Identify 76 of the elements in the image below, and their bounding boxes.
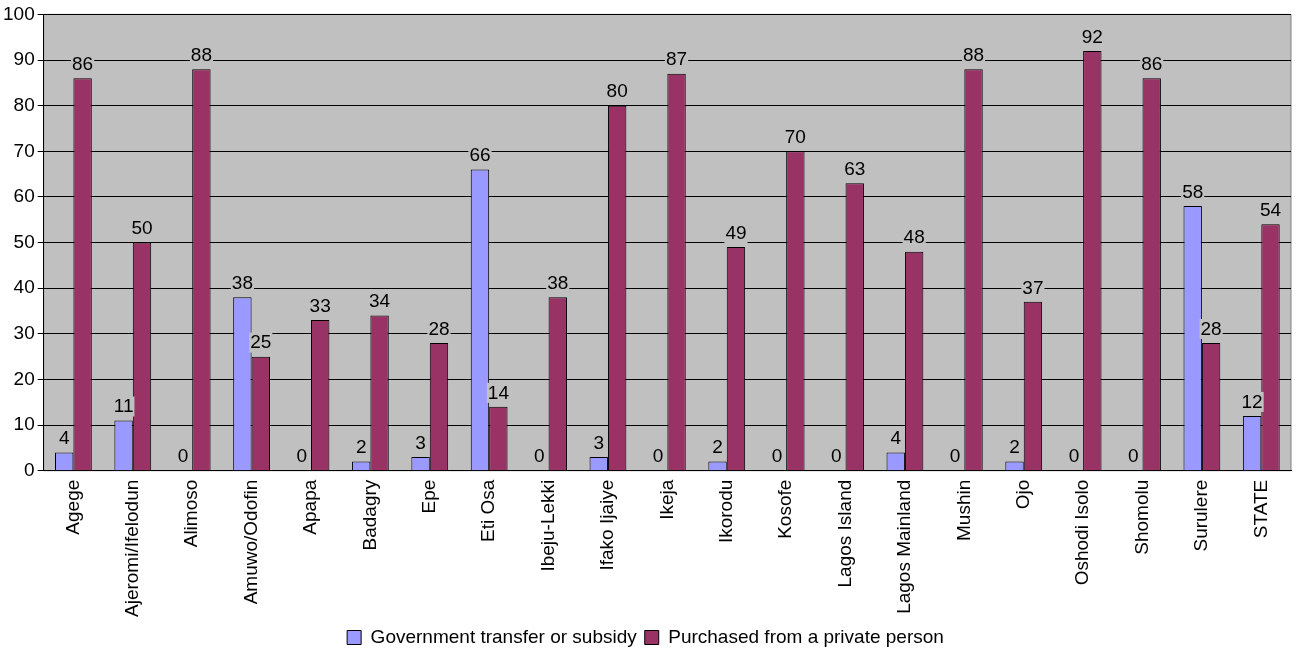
data-label: 66: [469, 144, 491, 166]
data-label: 14: [487, 381, 510, 403]
data-label: 2: [1009, 436, 1020, 458]
x-tick-label: Ifako Ijaiye: [596, 479, 618, 571]
data-label: 28: [428, 317, 450, 339]
legend-label: Government transfer or subsidy: [370, 625, 638, 647]
x-tick-label: Amuwo/Odofin: [239, 479, 261, 605]
data-label: 92: [1081, 25, 1103, 47]
data-label: 54: [1259, 199, 1282, 221]
x-tick-label: Oshodi Isolo: [1071, 479, 1093, 586]
data-label: 86: [1141, 53, 1163, 75]
data-label: 3: [415, 431, 426, 453]
data-label: 0: [771, 445, 783, 467]
data-label: 2: [355, 436, 367, 458]
x-tick-label: STATE: [1249, 479, 1271, 539]
x-tick-label: Alimoso: [180, 479, 202, 548]
data-label: 80: [606, 80, 628, 102]
data-label: 0: [534, 445, 545, 467]
data-label: 4: [58, 427, 70, 449]
data-label: 63: [844, 157, 866, 179]
data-label: 49: [725, 221, 747, 243]
x-tick-label: Ikeja: [655, 479, 677, 520]
data-label: 37: [1022, 276, 1044, 298]
data-label: 58: [1182, 180, 1204, 202]
y-tick-label: 20: [13, 367, 35, 389]
data-label: 88: [190, 43, 212, 65]
data-label: 2: [712, 436, 723, 458]
x-tick-label: Lagos Island: [833, 479, 855, 588]
data-label: 38: [547, 272, 569, 294]
x-tick-label: Kosofe: [774, 479, 796, 539]
data-label: 88: [962, 43, 985, 65]
data-label: 12: [1241, 390, 1263, 412]
data-label: 0: [831, 445, 842, 467]
x-tick-label: Ikorodu: [714, 479, 736, 544]
y-tick-label: 80: [13, 93, 35, 115]
x-tick-label: Apapa: [299, 479, 321, 535]
y-tick-label: 0: [24, 458, 35, 480]
data-label: 0: [177, 445, 189, 467]
x-tick-label: Ajeromi/Ifelodun: [121, 479, 143, 617]
data-label: 87: [665, 48, 688, 70]
data-label: 4: [890, 427, 902, 449]
x-tick-label: Lagos Mainland: [893, 479, 915, 614]
x-tick-label: Agege: [61, 479, 83, 535]
y-tick-label: 40: [13, 276, 35, 298]
data-label: 28: [1200, 317, 1222, 339]
y-tick-label: 70: [13, 139, 35, 161]
data-label: 34: [369, 290, 391, 312]
data-label: 70: [784, 126, 806, 148]
data-label: 86: [72, 53, 94, 75]
x-tick-label: Surulere: [1190, 479, 1212, 552]
legend-label: Purchased from a private person: [668, 625, 944, 647]
data-label: 0: [949, 445, 961, 467]
x-tick-label: Mushin: [952, 479, 974, 541]
x-tick-label: Badagry: [358, 479, 380, 551]
data-label: 0: [296, 445, 308, 467]
y-tick-label: 10: [13, 413, 35, 435]
x-tick-label: Ibeju-Lekki: [536, 479, 558, 572]
data-label: 0: [1128, 445, 1139, 467]
x-tick-label: Eti Osa: [477, 479, 499, 543]
y-tick-label: 60: [13, 185, 35, 207]
data-label: 25: [250, 331, 272, 353]
y-tick-label: 50: [13, 230, 35, 252]
data-label: 0: [1068, 445, 1080, 467]
x-tick-label: Shomolu: [1130, 479, 1152, 555]
x-tick-label: Epe: [418, 479, 439, 514]
data-label: 11: [113, 395, 134, 417]
y-tick-label: 90: [13, 48, 35, 70]
y-tick-label: 100: [3, 2, 35, 24]
y-tick-label: 30: [13, 322, 35, 344]
data-label: 48: [903, 226, 925, 248]
data-label: 38: [231, 272, 253, 294]
data-label: 3: [593, 431, 605, 453]
data-label: 50: [131, 217, 153, 239]
x-tick-label: Ojo: [1011, 479, 1033, 510]
data-label: 0: [652, 445, 664, 467]
data-label: 33: [309, 294, 331, 316]
